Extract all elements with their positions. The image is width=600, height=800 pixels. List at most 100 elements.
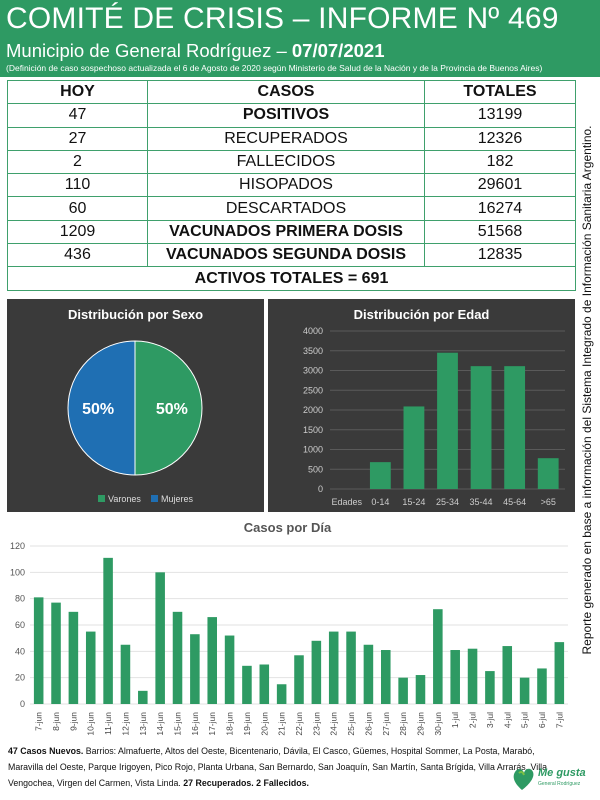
daily-xtick-label: 29-jun bbox=[415, 712, 425, 736]
age-ytick-label: 500 bbox=[308, 464, 323, 474]
daily-ytick-label: 120 bbox=[10, 541, 25, 551]
daily-xtick-label: 7-jul bbox=[554, 712, 564, 728]
sex-pie-chart: 50% 50% Varones Mujeres bbox=[67, 340, 203, 504]
daily-bar bbox=[276, 684, 287, 704]
cell-hoy: 2 bbox=[7, 149, 148, 175]
cell-total: 182 bbox=[424, 149, 576, 175]
age-chart-panel: Distribución por Edad 0 500 1000 1500 2000 25… bbox=[268, 299, 575, 512]
cell-caso: VACUNADOS SEGUNDA DOSIS bbox=[147, 243, 425, 268]
daily-chart-title: Casos por Día bbox=[243, 520, 332, 535]
daily-bar bbox=[415, 675, 426, 704]
table-header-row: HOY CASOS TOTALES bbox=[7, 79, 576, 105]
col-header-casos: CASOS bbox=[147, 79, 425, 105]
daily-xtick-label: 19-jun bbox=[242, 712, 252, 736]
daily-xtick-label: 28-jun bbox=[398, 712, 408, 736]
legend-label-varones: Varones bbox=[108, 494, 141, 504]
definition-note: (Definición de caso sospechoso actualiza… bbox=[6, 63, 543, 73]
daily-bar bbox=[537, 668, 547, 704]
daily-xtick-label: 17-jun bbox=[207, 712, 217, 736]
daily-bar bbox=[138, 690, 148, 704]
daily-xtick-label: 27-jun bbox=[381, 712, 391, 736]
pie-slice-varones bbox=[134, 340, 203, 476]
daily-bar bbox=[85, 631, 96, 704]
age-xtick-label: >65 bbox=[541, 497, 556, 507]
daily-xtick-label: 13-jun bbox=[138, 712, 148, 736]
age-ytick-label: 2000 bbox=[303, 405, 323, 415]
daily-xtick-label: 6-jul bbox=[537, 712, 547, 728]
age-ytick-label: 3000 bbox=[303, 366, 323, 376]
daily-bar bbox=[467, 648, 478, 704]
cell-caso: HISOPADOS bbox=[147, 173, 425, 198]
daily-chart-panel: Casos por Día 0 20 40 60 80 100 120 7-jun 8-jun 9… bbox=[0, 515, 575, 741]
daily-bar bbox=[363, 644, 374, 704]
daily-ytick-label: 80 bbox=[15, 594, 25, 604]
cell-hoy: 436 bbox=[7, 243, 148, 268]
age-ytick-label: 3500 bbox=[303, 346, 323, 356]
daily-bar-chart: 0 20 40 60 80 100 120 7-jun 8-jun 9-jun 10-jun 11-j… bbox=[10, 541, 568, 736]
age-ytick-label: 0 bbox=[318, 484, 323, 494]
source-side-note: Reporte generado en base a información d… bbox=[578, 80, 596, 700]
pie-value-label: 50% bbox=[156, 401, 188, 418]
cell-total: 13199 bbox=[424, 103, 576, 128]
daily-bar bbox=[502, 646, 513, 704]
sex-chart-title: Distribución por Sexo bbox=[67, 307, 204, 322]
daily-bar bbox=[33, 597, 44, 704]
daily-xtick-label: 1-jul bbox=[450, 712, 460, 728]
daily-bar bbox=[155, 572, 165, 704]
daily-xtick-label: 20-jun bbox=[259, 712, 269, 736]
daily-xtick-label: 18-jun bbox=[225, 712, 235, 736]
age-xtick-label: 25-34 bbox=[436, 497, 459, 507]
daily-bar bbox=[103, 557, 113, 704]
daily-xtick-label: 25-jun bbox=[346, 712, 356, 736]
age-ytick-label: 4000 bbox=[303, 326, 323, 336]
pie-slice-mujeres bbox=[67, 340, 136, 476]
cell-hoy: 1209 bbox=[7, 219, 148, 245]
daily-xtick-label: 24-jun bbox=[329, 712, 339, 736]
cell-total: 12835 bbox=[424, 243, 576, 268]
table-row-positivos: 47 POSITIVOS 13199 bbox=[7, 103, 576, 128]
table-row-activos: ACTIVOS TOTALES = 691 bbox=[7, 266, 576, 291]
daily-bar bbox=[328, 631, 339, 704]
daily-bar bbox=[51, 602, 61, 704]
daily-xtick-label: 30-jun bbox=[433, 712, 443, 736]
daily-bar bbox=[120, 644, 131, 704]
daily-bar bbox=[190, 634, 200, 704]
sex-chart-panel: Distribución por Sexo 50% 50% Varones Mujer… bbox=[7, 299, 264, 512]
age-bar bbox=[537, 458, 559, 489]
age-xtick-label: 35-44 bbox=[470, 497, 493, 507]
subtitle-municipio: Municipio de General Rodríguez – bbox=[6, 40, 287, 61]
age-ytick-label: 2500 bbox=[303, 385, 323, 395]
table-row-vacunados-segunda: 436 VACUNADOS SEGUNDA DOSIS 12835 bbox=[7, 243, 576, 268]
age-bar bbox=[437, 352, 458, 489]
daily-xtick-label: 22-jun bbox=[294, 712, 304, 736]
daily-xtick-label: 9-jun bbox=[68, 712, 78, 731]
daily-bar bbox=[398, 677, 408, 704]
col-header-hoy: HOY bbox=[7, 79, 148, 105]
age-bar bbox=[403, 406, 425, 489]
age-xtick-label: 0-14 bbox=[371, 497, 389, 507]
daily-xtick-label: 4-jul bbox=[502, 712, 512, 728]
activos-totales: ACTIVOS TOTALES = 691 bbox=[7, 266, 576, 291]
daily-xtick-label: 12-jun bbox=[120, 712, 130, 736]
cell-caso: RECUPERADOS bbox=[147, 126, 425, 151]
table-row-vacunados-primera: 1209 VACUNADOS PRIMERA DOSIS 51568 bbox=[7, 219, 576, 245]
cell-total: 29601 bbox=[424, 173, 576, 198]
new-cases-count: 47 Casos Nuevos. bbox=[8, 746, 84, 756]
age-ytick-label: 1500 bbox=[303, 425, 323, 435]
daily-xtick-label: 26-jun bbox=[363, 712, 373, 736]
age-xtick-label: 15-24 bbox=[402, 497, 425, 507]
legend-label-mujeres: Mujeres bbox=[161, 494, 194, 504]
report-date: 07/07/2021 bbox=[291, 40, 385, 61]
cell-caso: VACUNADOS PRIMERA DOSIS bbox=[147, 219, 425, 245]
daily-xtick-label: 16-jun bbox=[190, 712, 200, 736]
age-ytick-label: 1000 bbox=[303, 445, 323, 455]
daily-bar bbox=[242, 665, 252, 704]
daily-bar bbox=[554, 642, 565, 704]
age-bar bbox=[369, 462, 391, 489]
cell-caso: POSITIVOS bbox=[147, 103, 425, 128]
age-xtick-label: 45-64 bbox=[503, 497, 526, 507]
daily-bar bbox=[294, 655, 304, 704]
cell-hoy: 47 bbox=[7, 103, 148, 128]
cell-caso: FALLECIDOS bbox=[147, 149, 425, 175]
table-row-fallecidos: 2 FALLECIDOS 182 bbox=[7, 149, 576, 175]
